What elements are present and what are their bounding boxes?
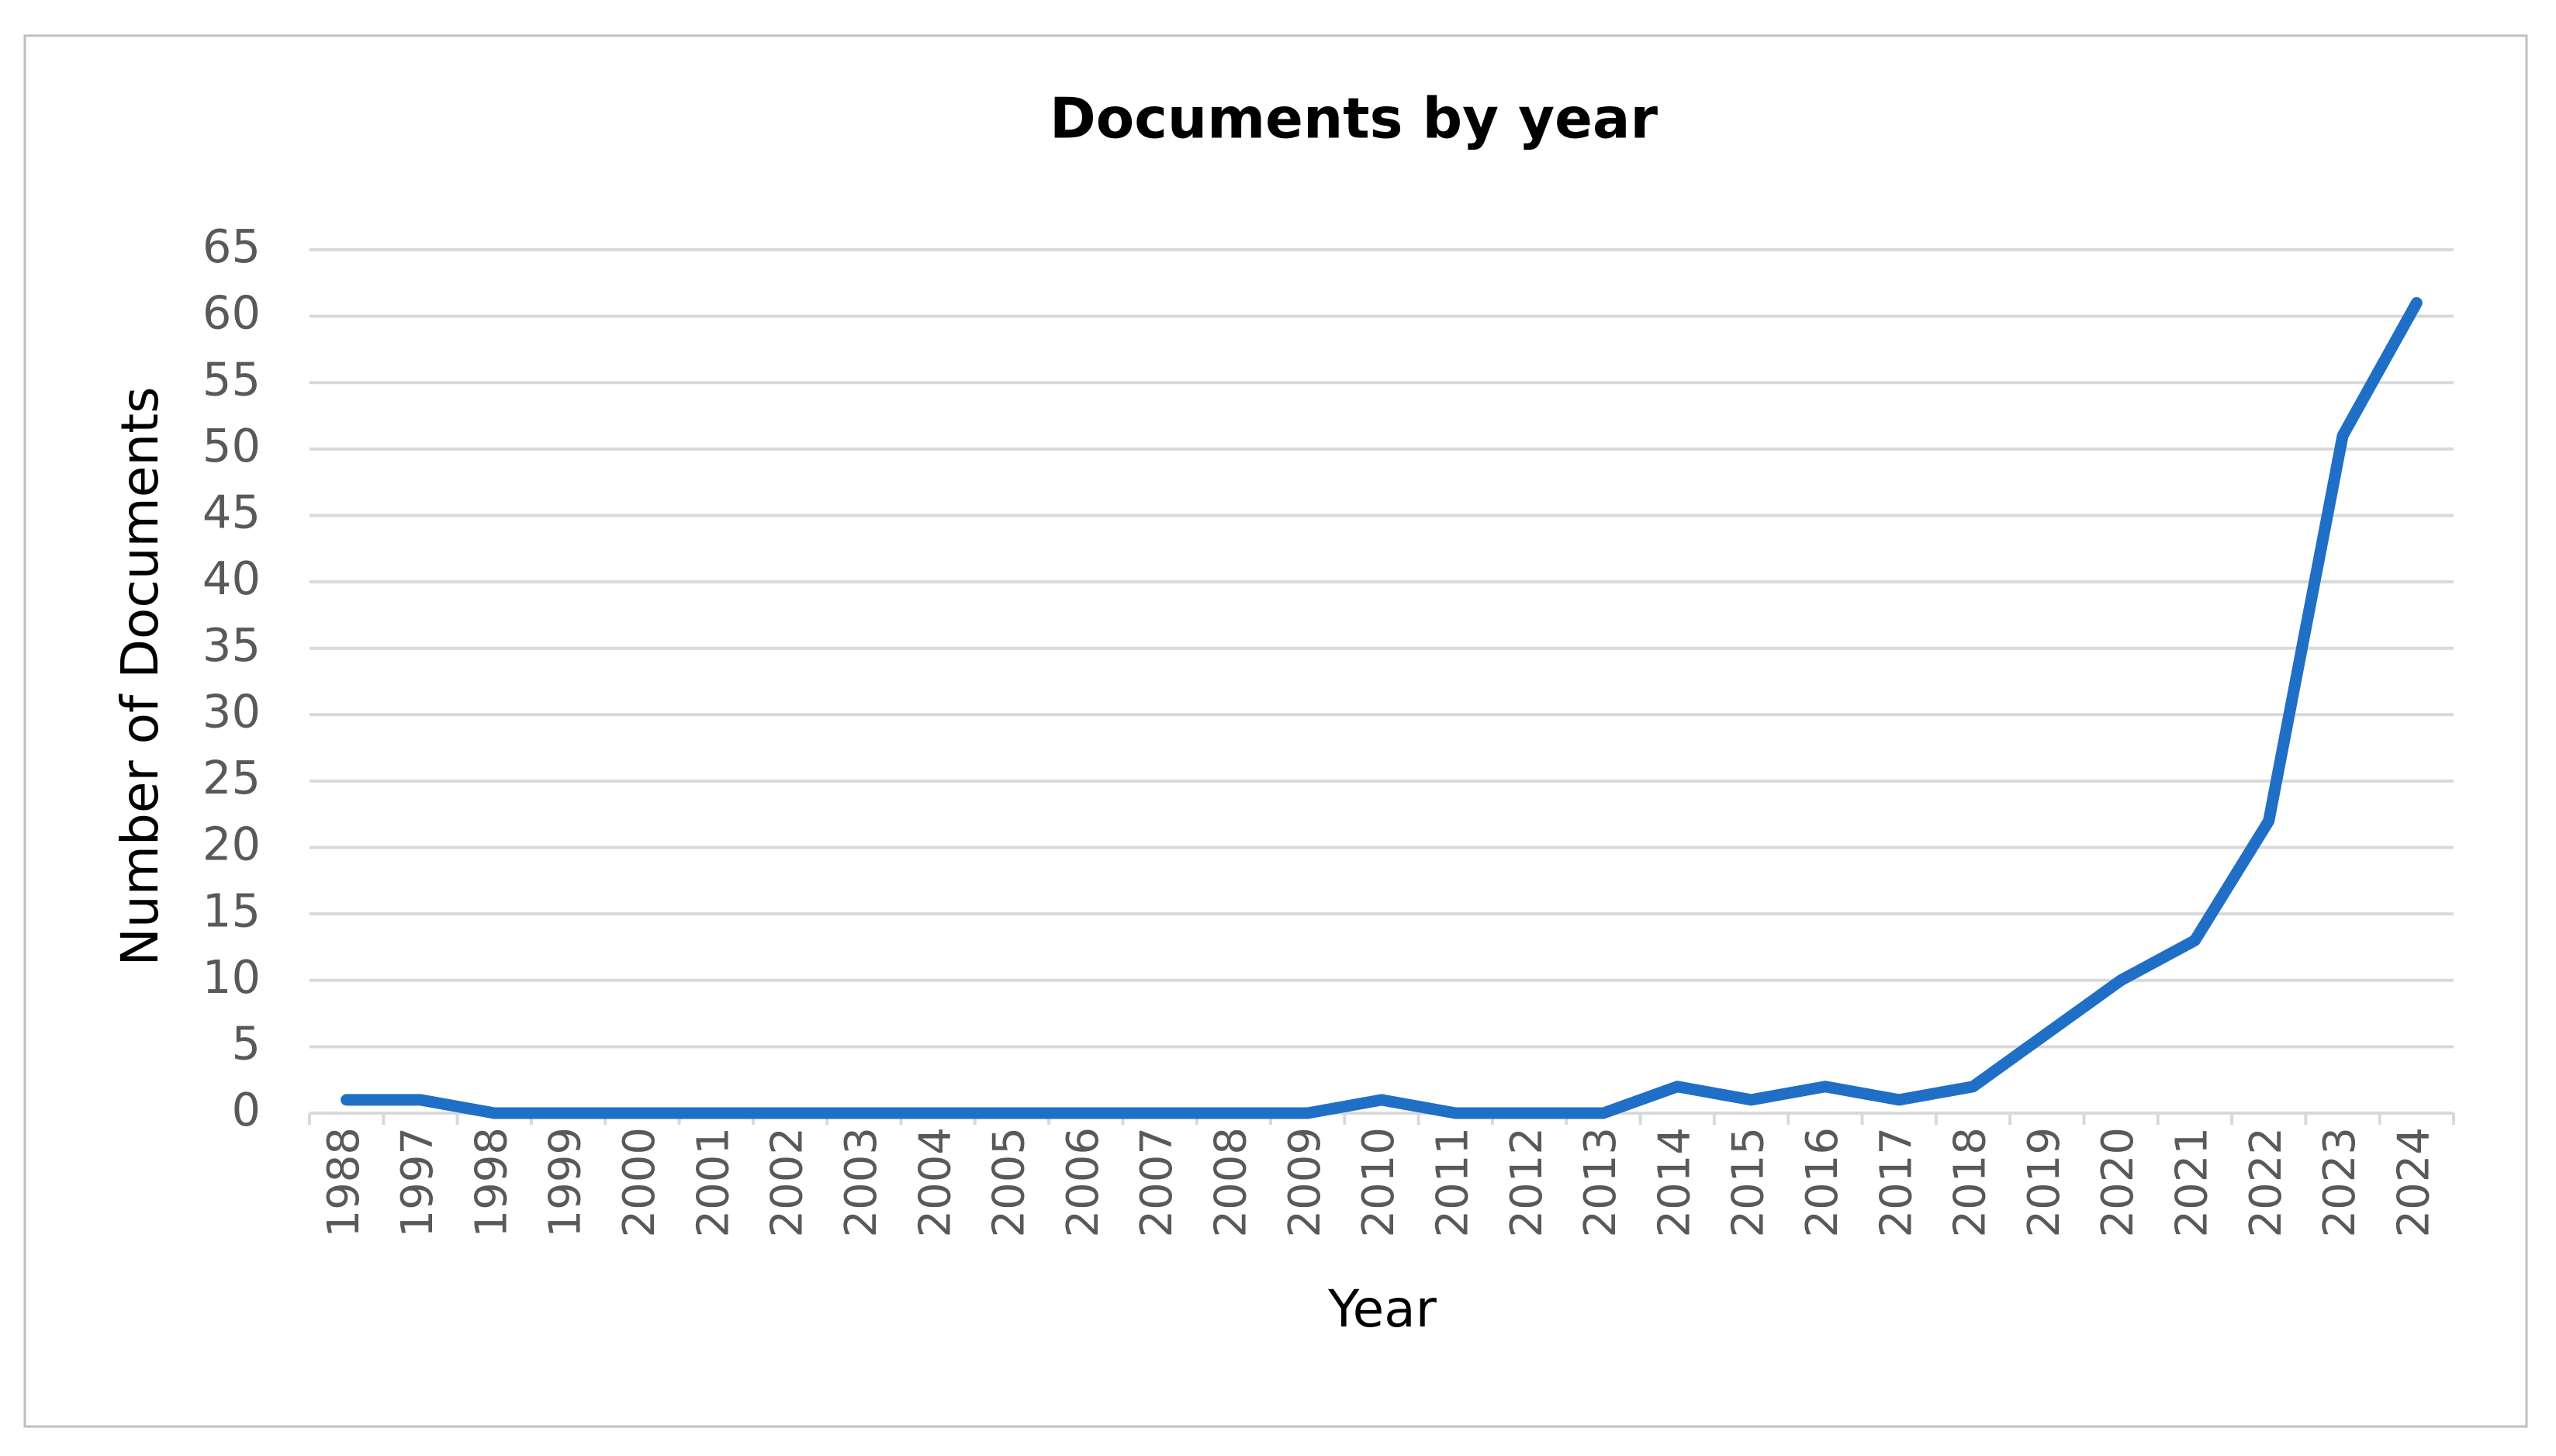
x-tick-label: 2024: [2388, 1127, 2439, 1238]
y-tick-label: 10: [202, 950, 261, 1004]
x-tick-label: 1999: [541, 1127, 591, 1238]
y-tick-label: 0: [231, 1083, 261, 1136]
y-tick-label: 45: [202, 486, 261, 539]
x-tick-label: 2021: [2167, 1127, 2218, 1238]
x-tick-label: 2008: [1206, 1127, 1257, 1238]
y-tick-label: 35: [202, 618, 261, 672]
y-tick-label: 55: [202, 352, 261, 406]
x-tick-label: 2001: [688, 1127, 738, 1238]
y-tick-label: 5: [231, 1016, 261, 1070]
line: [341, 296, 2423, 1119]
x-tick-label: 2019: [2019, 1127, 2070, 1238]
x-tick-label: 2010: [1354, 1127, 1404, 1238]
y-tick-label: 60: [202, 286, 261, 340]
chart-title: Documents by year: [1050, 86, 1658, 151]
x-tick-label: 2014: [1649, 1127, 1700, 1238]
y-tick-label: 50: [202, 419, 261, 472]
x-tick-label: 2009: [1280, 1127, 1330, 1238]
x-tick-label: 2006: [1058, 1127, 1109, 1238]
x-tick-label: 2005: [984, 1127, 1035, 1238]
x-tick-label: 2012: [1502, 1127, 1552, 1238]
x-axis-title: Year: [1327, 1279, 1437, 1339]
x-tick-label: 2000: [614, 1127, 665, 1238]
x-tick-label: 1998: [466, 1127, 517, 1238]
y-tick-label: 20: [202, 818, 261, 871]
x-tick-label: 2003: [836, 1127, 887, 1238]
x-tick-label: 2020: [2093, 1127, 2143, 1238]
x-tick-label: 2007: [1132, 1127, 1182, 1238]
x-tick-label: 1988: [319, 1127, 369, 1238]
x-tick-label: 2013: [1575, 1127, 1626, 1238]
x-tick-label: 1997: [393, 1127, 443, 1238]
x-tick-label: 2004: [910, 1127, 960, 1238]
x-tick-label: 2022: [2241, 1127, 2291, 1238]
chart-border: [23, 34, 2528, 1428]
y-tick-label: 30: [202, 684, 261, 738]
y-axis-title: Number of Documents: [110, 386, 170, 966]
x-tick-label: 2018: [1946, 1127, 1996, 1238]
x-tick-label: 2017: [1871, 1127, 1921, 1238]
x-tick-label: 2015: [1724, 1127, 1774, 1238]
x-tick-label: 2002: [763, 1127, 813, 1238]
x-tick-label: 2016: [1797, 1127, 1848, 1238]
x-tick-label: 2011: [1427, 1127, 1478, 1238]
x-tick-label: 2023: [2315, 1127, 2365, 1238]
y-tick-label: 25: [202, 751, 261, 804]
y-tick-label: 15: [202, 884, 261, 937]
y-tick-label: 65: [202, 220, 261, 273]
y-tick-label: 40: [202, 552, 261, 605]
